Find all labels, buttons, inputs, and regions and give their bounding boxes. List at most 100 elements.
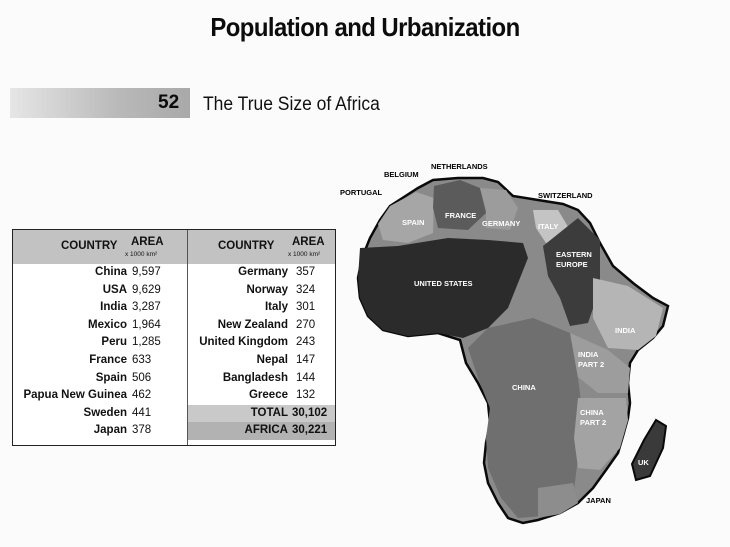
country-name: United Kingdom [199,336,288,349]
country-area: 132 [296,389,316,402]
label-eastern-europe-1: EASTERN [556,250,592,259]
label-france: FRANCE [445,211,477,220]
country-name: Japan [93,424,127,437]
country-name: Nepal [256,353,288,366]
total-label: TOTAL [250,406,288,419]
table-row: Spain 506 [13,370,187,388]
label-switzerland: SWITZERLAND [538,191,593,200]
country-area: 301 [296,301,316,314]
country-name: Italy [264,301,288,314]
country-name: France [89,353,127,366]
label-india-part2-2: PART 2 [578,360,605,369]
africa-label: AFRICA [244,424,288,437]
table-row: Sweden 441 [13,405,187,423]
label-spain: SPAIN [402,218,425,227]
label-india: INDIA [615,326,636,335]
india-part2-shape [570,333,630,393]
header-country: COUNTRY [218,240,275,252]
france-shape [433,180,486,230]
label-germany: GERMANY [482,219,521,228]
china-part2-shape [574,398,628,470]
table-header-right: COUNTRY AREA x 1000 km² [188,230,335,264]
label-china-part2-2: PART 2 [580,418,607,427]
country-name: Spain [95,371,127,384]
country-name: India [100,301,127,314]
africa-map: NETHERLANDS BELGIUM PORTUGAL SWITZERLAND… [338,158,678,528]
africa-map-svg [356,176,670,525]
table-header-left: COUNTRY AREA x 1000 km² [13,230,187,264]
header-country: COUNTRY [61,240,118,252]
africa-row: AFRICA 30,221 [188,422,335,440]
table-row: India 3,287 [13,299,187,317]
page-title: Population and Urbanization [210,12,520,42]
table-row: Germany 357 [188,264,335,282]
country-name: China [95,266,127,278]
table-row: Bangladesh 144 [188,370,335,388]
section-number: 52 [158,92,180,113]
country-name: Bangladesh [222,371,288,384]
header-unit: x 1000 km² [125,251,158,258]
table-row: United Kingdom 243 [188,334,335,352]
table-left-column: COUNTRY AREA x 1000 km² China 9,597 USA 9,6… [13,230,188,445]
country-area: 243 [296,336,316,349]
table-row: Norway 324 [188,282,335,300]
country-name: Germany [238,266,288,278]
total-row: TOTAL 30,102 [188,404,335,423]
header-unit: x 1000 km² [288,251,321,258]
label-india-part2-1: INDIA [578,350,599,359]
table-row: USA 9,629 [13,282,187,300]
table-row: New Zealand 270 [188,317,335,335]
label-japan: JAPAN [586,496,611,505]
label-netherlands: NETHERLANDS [431,162,488,171]
label-belgium: BELGIUM [384,170,419,179]
country-area: 324 [296,283,316,296]
country-area: 270 [296,318,316,331]
country-area: 357 [296,266,316,278]
country-name: Papua New Guinea [23,389,127,402]
eastern-europe-shape [543,218,600,326]
label-eastern-europe-2: EUROPE [556,260,588,269]
india-shape [593,278,663,350]
china-shape [468,318,583,518]
total-value: 30,102 [292,406,328,419]
label-uk: UK [638,458,649,467]
country-name: Peru [101,336,127,349]
country-area: 9,629 [132,283,161,296]
section-number-bar [10,88,190,118]
spain-shape [378,192,434,243]
country-area: 9,597 [132,266,161,278]
country-area-table: COUNTRY AREA x 1000 km² China 9,597 USA 9,6… [12,229,336,446]
label-china-part2-1: CHINA [580,408,604,417]
country-name: Mexico [88,318,127,331]
country-area: 633 [132,353,152,366]
country-area: 378 [132,424,152,437]
country-name: Greece [248,389,288,402]
table-row: Peru 1,285 [13,334,187,352]
country-name: Sweden [83,406,127,419]
country-area: 144 [296,371,316,384]
uk-shape [630,418,668,482]
header-area: AREA [131,236,164,248]
country-area: 147 [296,353,316,366]
country-area: 462 [132,389,152,402]
table-row: China 9,597 [13,264,187,282]
country-area: 506 [132,371,152,384]
africa-value: 30,221 [292,424,328,437]
country-name: New Zealand [217,318,288,331]
table-row: France 633 [13,352,187,370]
table-row: Mexico 1,964 [13,317,187,335]
table-row: Nepal 147 [188,352,335,370]
country-name: Norway [246,283,288,296]
country-area: 1,964 [132,318,161,331]
label-portugal: PORTUGAL [340,188,383,197]
germany-shape [480,188,518,230]
united-states-shape [358,238,528,338]
table-right-column: COUNTRY AREA x 1000 km² Germany 357 Norway… [188,230,335,445]
section-title: The True Size of Africa [203,94,380,115]
japan-shape [538,483,578,518]
table-row: Italy 301 [188,299,335,317]
table-row: Papua New Guinea 462 [13,387,187,405]
table-row: Greece 132 [188,387,335,405]
country-name: USA [102,283,127,296]
label-united-states: UNITED STATES [414,279,473,288]
